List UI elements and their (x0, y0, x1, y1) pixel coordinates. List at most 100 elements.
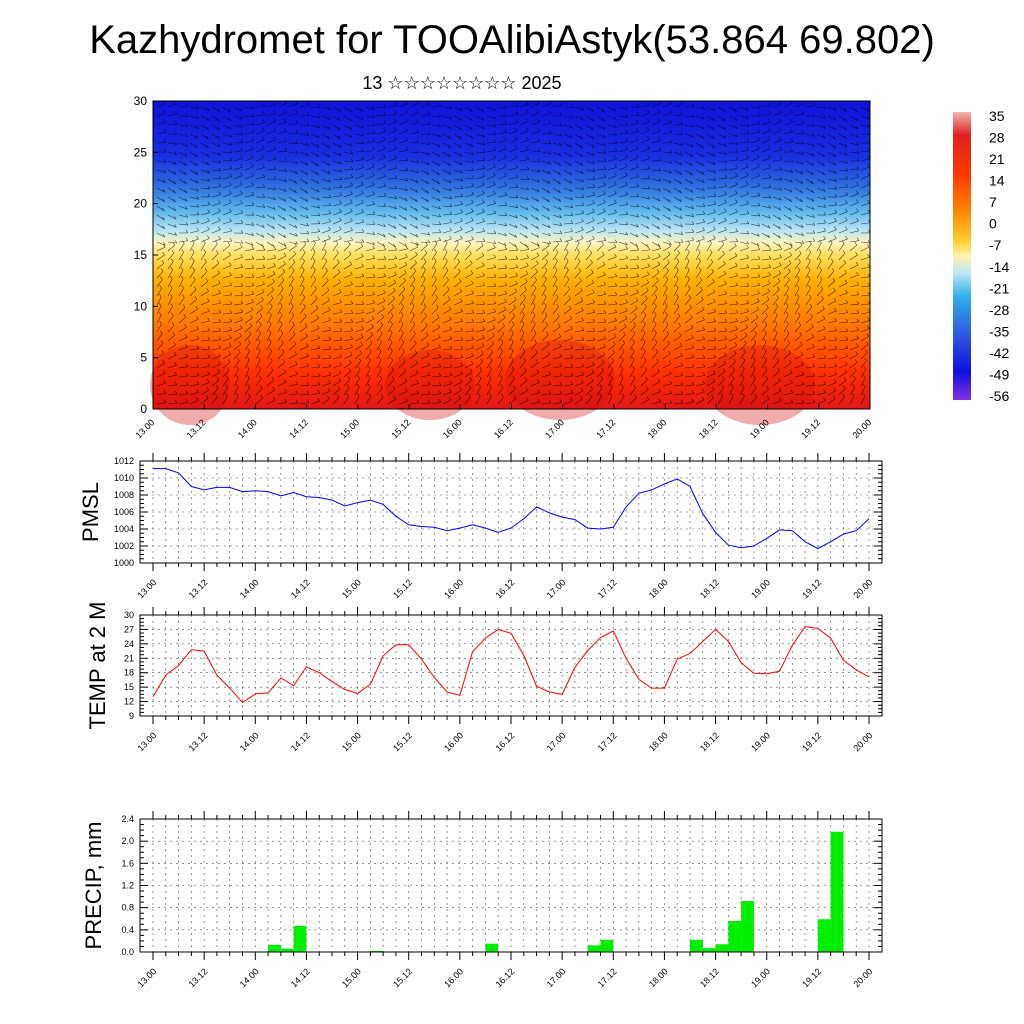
wind-barb (376, 308, 385, 315)
wind-barb-flag (389, 338, 393, 343)
wind-barb (387, 130, 397, 135)
wind-barb (409, 160, 419, 164)
wind-barb (211, 293, 221, 297)
wind-barb (497, 205, 508, 207)
wind-barb-flag (248, 339, 251, 343)
wind-barb (695, 160, 704, 167)
wind-barb (244, 267, 254, 270)
wind-barb-flag (360, 341, 363, 346)
wind-barb (321, 261, 328, 270)
grid (140, 460, 882, 564)
wind-barb-flag (810, 313, 813, 318)
wind-barb (398, 323, 404, 333)
wind-barb (178, 393, 188, 396)
wind-barb (332, 106, 341, 112)
wind-barb (519, 149, 529, 153)
wind-barb (167, 187, 176, 194)
wind-barb (695, 383, 705, 387)
wind-barb-flag (588, 240, 592, 244)
wind-barb-flag (356, 392, 360, 397)
wind-barb (739, 175, 749, 180)
wind-barb (453, 115, 462, 121)
wind-barb (827, 142, 836, 149)
wind-barb (321, 339, 331, 342)
wind-barb-flag (757, 154, 760, 158)
wind-barb (849, 193, 859, 198)
wind-barb-flag (216, 377, 220, 381)
wind-barb-flag (746, 138, 750, 143)
wind-barb (651, 121, 661, 126)
wind-barb (662, 393, 672, 396)
wind-barb (563, 142, 572, 148)
wind-barb-flag (316, 153, 319, 158)
wind-barb (695, 391, 705, 396)
wind-barb-flag (482, 272, 485, 276)
wind-barb (552, 316, 560, 324)
colorbar-label: -42 (989, 345, 1009, 361)
wind-barb (420, 287, 426, 297)
wind-barb-flag (361, 300, 365, 305)
wind-barb-flag (504, 282, 508, 286)
wind-barb (541, 123, 551, 126)
wind-barb-flag (481, 125, 485, 129)
wind-barb (431, 178, 440, 185)
wind-barb-flag (184, 180, 187, 185)
wind-barb-flag (306, 381, 310, 386)
wind-barb-flag (295, 140, 299, 144)
wind-barb (464, 220, 474, 225)
wind-barb (354, 328, 364, 333)
wind-barb-flag (404, 378, 407, 382)
wind-barb (794, 169, 804, 175)
wind-barb-flag (537, 148, 541, 152)
wind-barb-flag (434, 285, 438, 289)
wind-barb (750, 387, 757, 396)
wind-barb-flag (390, 357, 394, 361)
wind-barb (508, 324, 515, 333)
wind-barb (365, 276, 375, 279)
wind-barb (695, 251, 701, 261)
wind-barb (794, 232, 804, 236)
wind-barb-flag (668, 179, 672, 184)
wind-barb-flag (775, 339, 778, 343)
wind-barb-flag (273, 254, 277, 259)
wind-barb (233, 175, 243, 180)
wind-barb (860, 133, 870, 136)
wind-barb-flag (798, 250, 802, 254)
wind-barb (860, 246, 870, 252)
wind-barb-flag (867, 172, 870, 176)
wind-barb (442, 391, 452, 396)
wind-barb (629, 232, 639, 238)
wind-barb-flag (240, 230, 244, 234)
wind-barb (464, 347, 474, 351)
wind-barb (629, 130, 639, 135)
wind-barb (387, 205, 397, 210)
wind-barb (640, 399, 650, 405)
wind-barb-flag (294, 361, 298, 365)
wind-barb (189, 151, 198, 158)
wind-barb (783, 196, 792, 202)
wind-barb (464, 194, 474, 198)
wind-barb-flag (664, 293, 668, 298)
wind-barb-flag (746, 230, 750, 235)
wind-barb (475, 133, 485, 138)
wind-barb-flag (669, 109, 672, 114)
wind-barb-flag (226, 375, 229, 379)
wind-barb (618, 326, 627, 333)
wind-barb (772, 306, 779, 315)
wind-barbs (156, 100, 871, 405)
wind-barb (673, 214, 683, 219)
wind-barb (387, 105, 397, 108)
wind-barb-flag (614, 155, 618, 160)
wind-barb (222, 395, 228, 405)
wind-barb-flag (173, 198, 176, 203)
wind-barb-flag (581, 317, 584, 321)
wind-barb (420, 196, 429, 203)
wind-barb-flag (174, 141, 178, 145)
wind-barb-flag (229, 133, 232, 138)
wind-barb-flag (218, 353, 221, 357)
wind-barb-flag (447, 286, 450, 290)
wind-barb-flag (711, 386, 715, 390)
wind-barb-flag (279, 302, 283, 307)
wind-barb (530, 103, 540, 108)
wind-barb-flag (372, 154, 375, 159)
